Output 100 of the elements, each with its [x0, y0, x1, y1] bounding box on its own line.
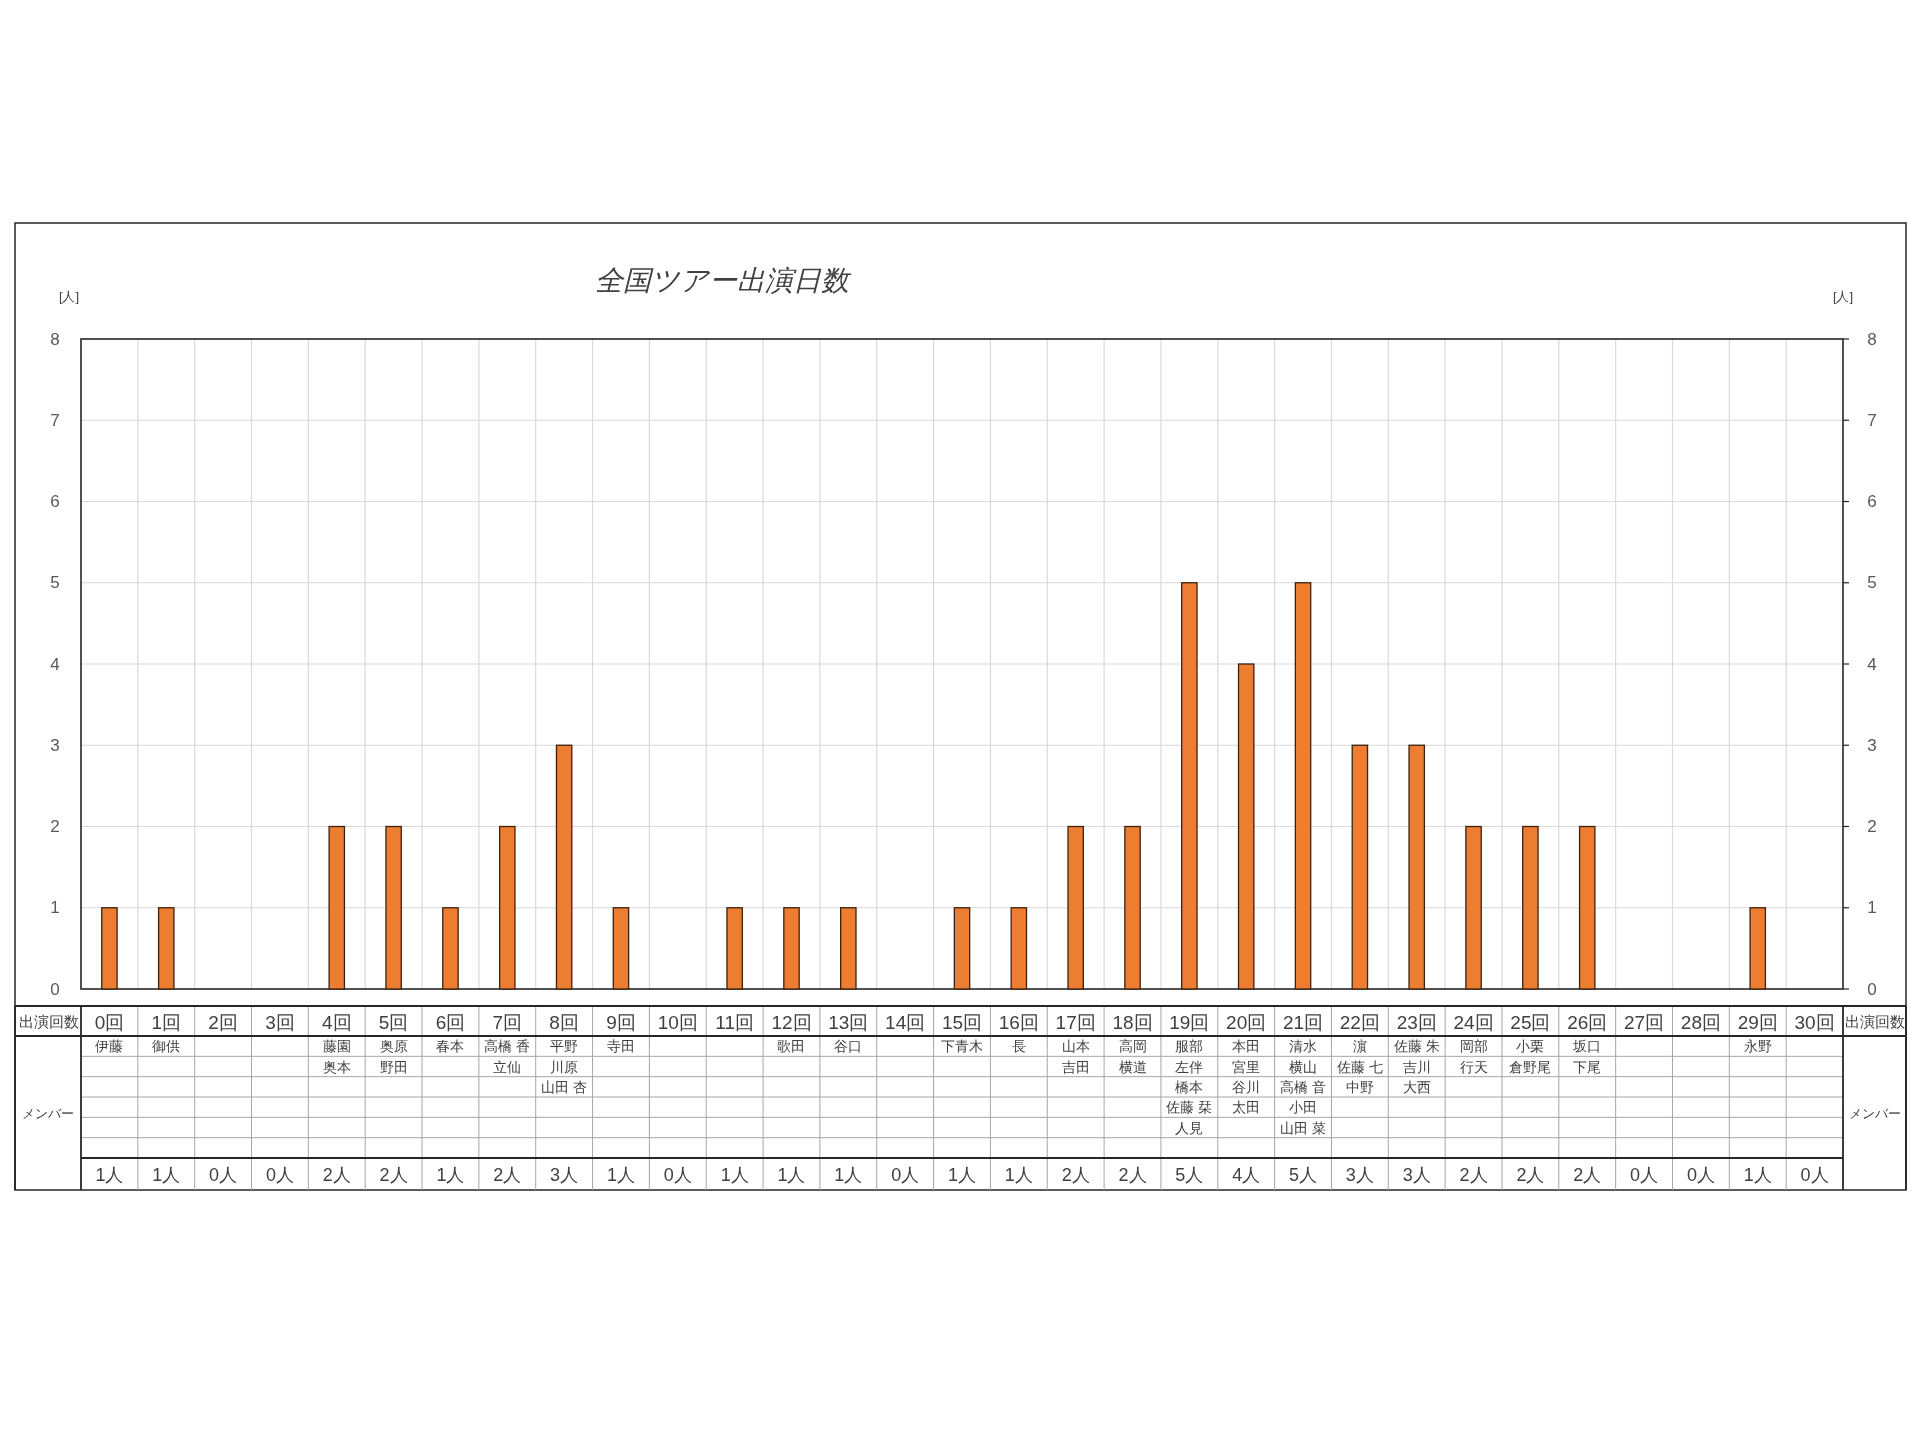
text: 左伴	[1175, 1058, 1204, 1075]
text: 中野	[1345, 1078, 1374, 1095]
x-tick-label: 11回	[715, 1011, 755, 1033]
x-tick-label: 3回	[265, 1011, 295, 1033]
text: 横道	[1118, 1058, 1147, 1075]
data-label: 1人	[95, 1165, 124, 1185]
text: 奥本	[322, 1058, 351, 1075]
text: 山田 杏	[541, 1078, 588, 1095]
text: 坂口	[1572, 1038, 1602, 1055]
x-axis-title: 出演回数	[1844, 1014, 1905, 1030]
x-tick-label: 16回	[998, 1011, 1039, 1033]
y-tick-label: 3	[50, 735, 60, 755]
data-label: 3人	[1345, 1165, 1374, 1185]
x-tick-label: 6回	[435, 1011, 466, 1033]
text: 行天	[1459, 1058, 1488, 1075]
text: 下青木	[941, 1038, 983, 1055]
y-tick-label: 0	[50, 979, 60, 999]
text: 川原	[550, 1058, 579, 1075]
x-tick-label: 29回	[1737, 1011, 1778, 1033]
y2-tick-label: 5	[1867, 573, 1877, 593]
data-label: 1人	[720, 1165, 749, 1185]
text: 野田	[379, 1058, 408, 1075]
data-label: 1人	[606, 1165, 635, 1185]
text: 歌田	[777, 1038, 806, 1055]
x-tick-label: 17回	[1055, 1011, 1096, 1033]
x-tick-label: 4回	[321, 1011, 352, 1033]
text: 吉田	[1061, 1058, 1090, 1075]
x-tick-label: 1回	[151, 1011, 182, 1033]
data-label: 5人	[1289, 1165, 1318, 1185]
data-label: 2人	[322, 1165, 351, 1185]
x-tick-label: 26回	[1567, 1011, 1608, 1033]
data-label: 0人	[891, 1165, 920, 1185]
text: 山田 菜	[1280, 1119, 1326, 1136]
x-tick-label: 12回	[771, 1011, 812, 1033]
text: 平野	[550, 1038, 579, 1055]
x-tick-label: 13回	[828, 1011, 869, 1033]
x-tick-label: 8回	[549, 1011, 579, 1033]
text: 寺田	[606, 1038, 635, 1055]
y2-tick-label: 2	[1867, 817, 1877, 836]
data-label: 2人	[1061, 1165, 1090, 1185]
text: 佐藤 七	[1336, 1058, 1383, 1075]
text: メンバー	[22, 1105, 74, 1121]
y2-tick-label: 6	[1867, 492, 1877, 511]
text: 太田	[1232, 1099, 1261, 1116]
text: 谷口	[834, 1038, 863, 1055]
y2-tick-label: 7	[1867, 410, 1877, 430]
text: 出演回数	[19, 1014, 79, 1030]
text: 岡部	[1459, 1038, 1488, 1055]
y2-tick-label: 0	[1867, 979, 1877, 999]
data-label: 2人	[1118, 1165, 1147, 1185]
text: 佐藤 栞	[1166, 1099, 1213, 1116]
y2-tick-label: 4	[1867, 654, 1877, 674]
text: 服部	[1175, 1038, 1204, 1055]
data-label: 0人	[265, 1165, 294, 1185]
data-label: 0人	[209, 1165, 238, 1185]
x-tick-label: 28回	[1680, 1011, 1721, 1033]
x-tick-label: 15回	[941, 1011, 983, 1033]
text: 山本	[1061, 1038, 1090, 1055]
text: 横山	[1289, 1058, 1318, 1075]
x-tick-label: 30回	[1794, 1011, 1835, 1033]
y-axis-title: [人]	[58, 288, 80, 304]
x-tick-label: 20回	[1226, 1011, 1267, 1033]
x-tick-label: 18回	[1112, 1011, 1153, 1033]
text: 本田	[1232, 1038, 1261, 1055]
text: 清水	[1289, 1038, 1318, 1055]
data-label: 4人	[1232, 1165, 1261, 1185]
text: 大西	[1402, 1078, 1431, 1095]
text: 橋本	[1175, 1078, 1204, 1095]
data-label: 1人	[1743, 1165, 1772, 1185]
y-tick-label: 2	[50, 817, 60, 836]
text: 藤園	[322, 1038, 351, 1055]
data-label: 2人	[1459, 1165, 1488, 1185]
data-label: 0人	[1630, 1165, 1659, 1185]
data-label: 1人	[834, 1165, 863, 1185]
text: 下尾	[1573, 1058, 1602, 1075]
text: 御供	[152, 1038, 181, 1055]
x-tick-label: 0回	[94, 1011, 125, 1033]
x-tick-label: 24回	[1453, 1011, 1494, 1033]
y2-tick-label: 8	[1867, 329, 1877, 349]
data-label: 3人	[1402, 1165, 1431, 1185]
x-tick-label: 2回	[208, 1011, 238, 1033]
x-tick-label: 21回	[1282, 1011, 1324, 1033]
text: 吉川	[1402, 1058, 1431, 1075]
y-tick-label: 6	[50, 492, 60, 511]
text: 永野	[1743, 1038, 1772, 1055]
x-tick-label: 27回	[1623, 1011, 1665, 1033]
y2-axis-title: [人]	[1832, 288, 1854, 304]
text: 谷川	[1232, 1078, 1261, 1095]
data-label: 1人	[777, 1165, 806, 1185]
chart-title: 全国ツアー出演日数	[595, 264, 852, 296]
data-label: 0人	[1800, 1165, 1829, 1185]
x-tick-label: 14回	[885, 1011, 926, 1033]
x-tick-label: 25回	[1510, 1011, 1551, 1033]
x-tick-label: 9回	[606, 1011, 636, 1033]
x-tick-label: 5回	[378, 1011, 409, 1033]
y-tick-label: 5	[50, 573, 60, 593]
text: 濵	[1352, 1038, 1367, 1055]
x-tick-label: 23回	[1396, 1011, 1437, 1033]
text: 長	[1011, 1038, 1026, 1055]
data-label: 5人	[1175, 1165, 1204, 1185]
